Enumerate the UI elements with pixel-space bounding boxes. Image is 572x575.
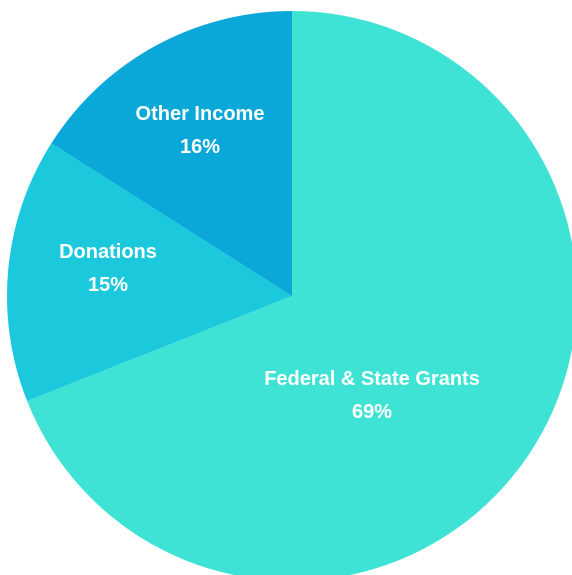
pie-slice-donations [7, 143, 293, 401]
pie-slice-other-income [51, 11, 292, 296]
slice-label-other-income-name: Other Income [136, 103, 265, 125]
slice-label-donations-name: Donations [59, 241, 157, 263]
pie-slices [7, 11, 572, 575]
slice-label-grants-value: 69% [352, 401, 392, 423]
pie-slice-federal-state-grants [27, 11, 572, 575]
slice-label-grants-name: Federal & State Grants [264, 368, 480, 390]
slice-label-group-other-income: Other Income 16% [136, 103, 265, 158]
slice-label-donations-value: 15% [88, 274, 128, 296]
slice-label-group-grants: Federal & State Grants 69% [264, 368, 480, 423]
slice-label-other-income-value: 16% [180, 136, 220, 158]
slice-label-group-donations: Donations 15% [59, 241, 157, 296]
